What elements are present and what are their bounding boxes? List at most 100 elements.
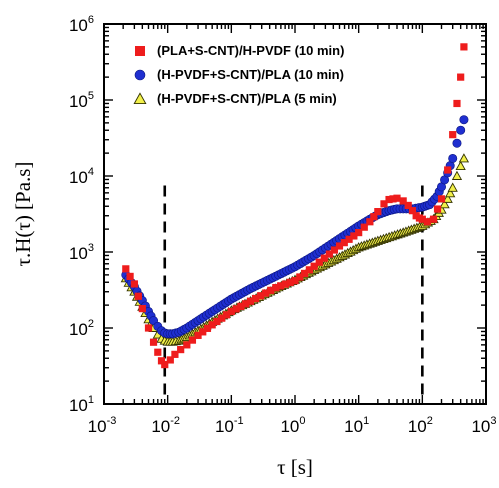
square-marker — [157, 357, 166, 365]
x-tick-label: 100 — [280, 415, 305, 436]
square-marker — [457, 73, 465, 81]
y-tick-label: 106 — [69, 14, 94, 35]
square-marker — [320, 254, 328, 262]
triangle-marker — [447, 182, 458, 192]
square-marker — [370, 213, 378, 221]
triangle-marker — [458, 153, 470, 163]
triangle-marker — [455, 160, 466, 171]
legend-label: (H-PVDF+S-CNT)/PLA (10 min) — [157, 67, 344, 82]
square-marker — [393, 194, 401, 202]
square-marker — [227, 307, 235, 316]
circle-marker — [452, 138, 462, 148]
square-marker — [171, 350, 179, 358]
y-axis-label: τ.H(τ) [Pa.s] — [11, 162, 35, 267]
square-marker — [257, 292, 265, 300]
legend: (PLA+S-CNT)/H-PVDF (10 min) (H-PVDF+S-CNT… — [133, 43, 344, 106]
square-marker — [242, 300, 250, 308]
y-tick-label: 103 — [69, 242, 94, 263]
square-marker — [232, 305, 240, 313]
circle-marker — [459, 115, 469, 125]
square-marker — [149, 338, 158, 346]
square-marker — [355, 228, 363, 237]
square-marker — [305, 266, 313, 274]
square-marker — [262, 289, 270, 297]
square-marker — [213, 317, 221, 326]
triangle-marker — [451, 170, 463, 180]
square-marker — [177, 345, 185, 354]
square-marker — [404, 201, 412, 210]
triangle-marker — [133, 92, 147, 105]
square-marker — [126, 272, 134, 280]
square-marker — [134, 292, 142, 300]
square-marker — [453, 99, 461, 108]
x-tick-label: 10-3 — [88, 415, 117, 436]
legend-label: (PLA+S-CNT)/H-PVDF (10 min) — [157, 43, 344, 58]
square-marker — [350, 232, 358, 240]
square-marker — [281, 280, 290, 288]
square-marker — [183, 341, 191, 349]
square-marker — [222, 311, 231, 319]
data-series — [120, 43, 470, 369]
y-tick-label: 102 — [69, 318, 94, 339]
square-marker — [218, 314, 226, 322]
series-square — [122, 43, 468, 369]
square-marker — [449, 131, 457, 139]
square-marker — [325, 250, 333, 258]
square-marker — [423, 218, 431, 226]
square-marker — [310, 262, 318, 270]
square-marker — [272, 284, 280, 292]
square-marker — [130, 280, 138, 288]
square-marker — [385, 195, 393, 204]
circle-marker — [456, 125, 466, 135]
square-marker — [277, 282, 285, 290]
square-marker — [418, 215, 426, 223]
y-tick-labels: 101 102 103 104 105 106 — [69, 14, 94, 415]
legend-label: (H-PVDF+S-CNT)/PLA (5 min) — [157, 91, 337, 106]
square-marker — [291, 277, 299, 285]
x-tick-label: 103 — [471, 415, 496, 436]
square-marker — [429, 215, 438, 223]
square-marker — [161, 360, 169, 369]
square-marker — [203, 324, 212, 332]
square-marker — [408, 207, 417, 215]
square-marker — [188, 336, 197, 344]
square-marker — [267, 286, 275, 294]
square-marker — [154, 348, 162, 356]
triangle-marker — [439, 199, 450, 209]
square-marker — [389, 195, 397, 203]
square-marker — [399, 197, 407, 205]
square-marker — [437, 195, 446, 203]
square-marker — [460, 43, 468, 51]
x-tick-label: 102 — [408, 415, 433, 436]
square-marker — [246, 297, 255, 305]
x-tick-label: 10-2 — [151, 415, 180, 436]
y-tick-label: 104 — [69, 166, 94, 187]
triangle-marker — [445, 188, 456, 198]
x-tick-label: 101 — [344, 415, 369, 436]
x-tick-labels: 10-3 10-2 10-1 100 101 102 103 — [88, 415, 497, 436]
square-marker — [374, 208, 382, 216]
square-marker — [237, 302, 245, 310]
square-marker — [194, 331, 202, 339]
square-marker — [330, 246, 339, 254]
square-marker — [286, 278, 294, 286]
square-marker — [199, 328, 207, 336]
square-marker — [300, 269, 309, 278]
square-marker — [208, 321, 216, 329]
square-marker — [380, 200, 388, 208]
x-axis-label: τ [s] — [277, 455, 313, 479]
square-marker — [144, 324, 153, 332]
square-marker — [345, 235, 353, 243]
circle-marker — [448, 153, 458, 163]
square-marker — [138, 304, 146, 313]
x-tick-label: 10-1 — [215, 415, 244, 436]
square-marker — [315, 258, 323, 266]
square-marker — [366, 218, 374, 226]
square-marker — [433, 205, 442, 213]
axis-ticks — [103, 23, 487, 405]
square-marker — [251, 294, 260, 303]
square-marker — [335, 242, 344, 250]
square-marker — [340, 239, 348, 247]
triangle-marker — [442, 193, 453, 203]
